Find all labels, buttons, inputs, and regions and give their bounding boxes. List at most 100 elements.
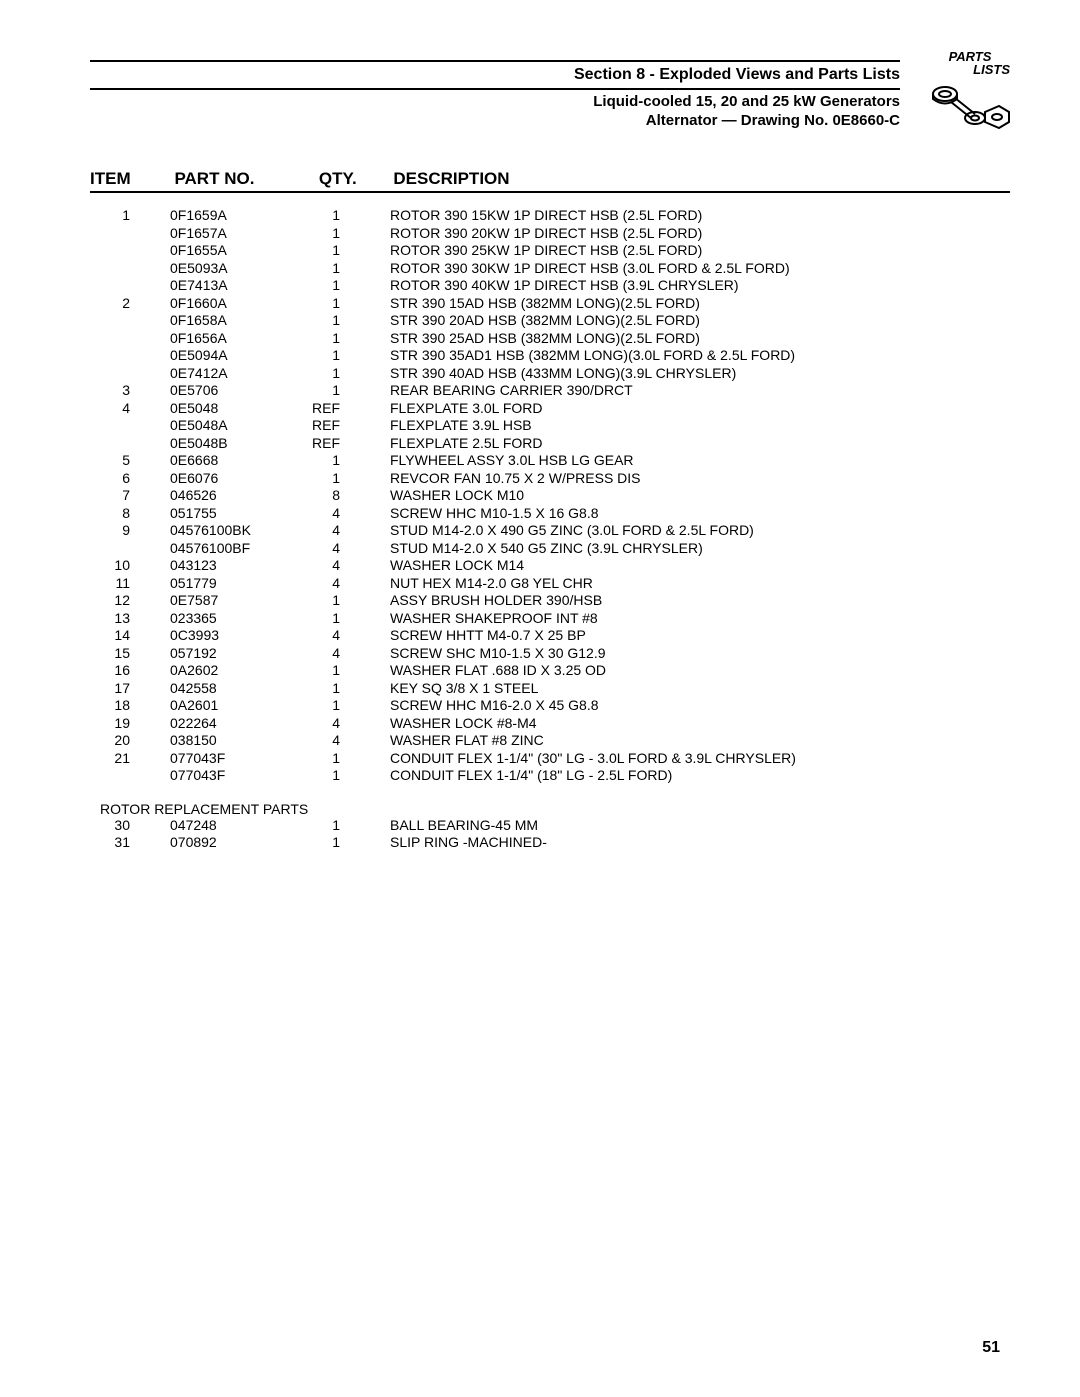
cell-qty: REF (310, 417, 380, 435)
cell-qty: 1 (310, 260, 380, 278)
cell-part-no: 042558 (160, 680, 310, 698)
section-title: Section 8 - Exploded Views and Parts Lis… (90, 60, 900, 90)
cell-description: CONDUIT FLEX 1-1/4" (30" LG - 3.0L FORD … (380, 750, 1010, 768)
cell-qty: 4 (310, 627, 380, 645)
cell-description: STR 390 25AD HSB (382MM LONG)(2.5L FORD) (380, 330, 1010, 348)
col-header-item: Item (90, 169, 170, 189)
cell-part-no: 0E5048 (160, 400, 310, 418)
subtitle-line-1: Liquid-cooled 15, 20 and 25 kW Generator… (90, 93, 900, 110)
cell-qty: 1 (310, 750, 380, 768)
cell-part-no: 0F1656A (160, 330, 310, 348)
cell-item: 14 (90, 627, 160, 645)
table-row: 80517554SCREW HHC M10-1.5 X 16 G8.8 (90, 505, 1010, 523)
cell-description: NUT HEX M14-2.0 G8 YEL CHR (380, 575, 1010, 593)
cell-item: 18 (90, 697, 160, 715)
cell-item (90, 417, 160, 435)
cell-part-no: 0A2602 (160, 662, 310, 680)
cell-description: WASHER LOCK M14 (380, 557, 1010, 575)
subtitle-line-2: Alternator — Drawing No. 0E8660-C (90, 112, 900, 129)
table-row: 170425581KEY SQ 3/8 X 1 STEEL (90, 680, 1010, 698)
cell-part-no: 0E5048A (160, 417, 310, 435)
cell-description: ASSY BRUSH HOLDER 390/HSB (380, 592, 1010, 610)
cell-part-no: 051779 (160, 575, 310, 593)
cell-part-no: 0F1660A (160, 295, 310, 313)
cell-part-no: 047248 (160, 817, 310, 835)
cell-qty: 1 (310, 295, 380, 313)
cell-item: 12 (90, 592, 160, 610)
cell-part-no: 0F1659A (160, 207, 310, 225)
cell-part-no: 0E5093A (160, 260, 310, 278)
table-row: 140C39934SCREW HHTT M4-0.7 X 25 BP (90, 627, 1010, 645)
cell-part-no: 0E5048B (160, 435, 310, 453)
cell-description: WASHER FLAT .688 ID X 3.25 OD (380, 662, 1010, 680)
cell-item: 13 (90, 610, 160, 628)
cell-description: WASHER SHAKEPROOF INT #8 (380, 610, 1010, 628)
table-row: 10F1659A1ROTOR 390 15KW 1P DIRECT HSB (2… (90, 207, 1010, 225)
cell-description: STR 390 20AD HSB (382MM LONG)(2.5L FORD) (380, 312, 1010, 330)
cell-description: ROTOR 390 15KW 1P DIRECT HSB (2.5L FORD) (380, 207, 1010, 225)
cell-item: 5 (90, 452, 160, 470)
cell-description: SCREW HHTT M4-0.7 X 25 BP (380, 627, 1010, 645)
table-row: 0F1657A1ROTOR 390 20KW 1P DIRECT HSB (2.… (90, 225, 1010, 243)
cell-qty: 4 (310, 522, 380, 540)
cell-description: KEY SQ 3/8 X 1 STEEL (380, 680, 1010, 698)
cell-part-no: 0E5094A (160, 347, 310, 365)
cell-qty: 1 (310, 834, 380, 852)
cell-part-no: 0F1658A (160, 312, 310, 330)
cell-qty: 1 (310, 610, 380, 628)
cell-item (90, 260, 160, 278)
cell-item (90, 277, 160, 295)
cell-part-no: 04576100BK (160, 522, 310, 540)
cell-part-no: 0F1657A (160, 225, 310, 243)
cell-part-no: 0A2601 (160, 697, 310, 715)
table-row: 04576100BF4STUD M14-2.0 X 540 G5 ZINC (3… (90, 540, 1010, 558)
cell-part-no: 046526 (160, 487, 310, 505)
cell-item (90, 435, 160, 453)
cell-qty: 1 (310, 680, 380, 698)
table-row: 0E5093A1ROTOR 390 30KW 1P DIRECT HSB (3.… (90, 260, 1010, 278)
cell-description: STR 390 40AD HSB (433MM LONG)(3.9L CHRYS… (380, 365, 1010, 383)
table-row: 0E5048BREFFLEXPLATE 2.5L FORD (90, 435, 1010, 453)
cell-description: REVCOR FAN 10.75 X 2 W/PRESS DIS (380, 470, 1010, 488)
cell-part-no: 077043F (160, 767, 310, 785)
cell-part-no: 0C3993 (160, 627, 310, 645)
table-row: 0E7413A1ROTOR 390 40KW 1P DIRECT HSB (3.… (90, 277, 1010, 295)
cell-item (90, 767, 160, 785)
cell-part-no: 0E7413A (160, 277, 310, 295)
cell-item: 1 (90, 207, 160, 225)
cell-item: 21 (90, 750, 160, 768)
table-row: 100431234WASHER LOCK M14 (90, 557, 1010, 575)
cell-part-no: 0E7412A (160, 365, 310, 383)
table-row: 0F1655A1ROTOR 390 25KW 1P DIRECT HSB (2.… (90, 242, 1010, 260)
cell-item: 3 (90, 382, 160, 400)
cell-part-no: 038150 (160, 732, 310, 750)
cell-description: ROTOR 390 40KW 1P DIRECT HSB (3.9L CHRYS… (380, 277, 1010, 295)
parts-lists-logo: PARTS LISTS (920, 50, 1020, 141)
rotor-replacement-label: ROTOR REPLACEMENT PARTS (90, 801, 1010, 817)
cell-part-no: 0E7587 (160, 592, 310, 610)
table-row: 60E60761REVCOR FAN 10.75 X 2 W/PRESS DIS (90, 470, 1010, 488)
cell-description: WASHER LOCK M10 (380, 487, 1010, 505)
cell-item: 17 (90, 680, 160, 698)
page-number: 51 (982, 1339, 1000, 1357)
cell-item (90, 225, 160, 243)
cell-part-no: 04576100BF (160, 540, 310, 558)
cell-description: ROTOR 390 25KW 1P DIRECT HSB (2.5L FORD) (380, 242, 1010, 260)
logo-text-2: LISTS (920, 63, 1020, 76)
cell-qty: 1 (310, 767, 380, 785)
cell-part-no: 051755 (160, 505, 310, 523)
cell-item: 20 (90, 732, 160, 750)
cell-part-no: 0E5706 (160, 382, 310, 400)
table-row: 110517794NUT HEX M14-2.0 G8 YEL CHR (90, 575, 1010, 593)
cell-item: 15 (90, 645, 160, 663)
cell-item: 2 (90, 295, 160, 313)
table-row: 0F1656A1STR 390 25AD HSB (382MM LONG)(2.… (90, 330, 1010, 348)
table-row: 180A26011SCREW HHC M16-2.0 X 45 G8.8 (90, 697, 1010, 715)
cell-description: SLIP RING -MACHINED- (380, 834, 1010, 852)
parts-table-body: 10F1659A1ROTOR 390 15KW 1P DIRECT HSB (2… (90, 207, 1010, 785)
cell-qty: 1 (310, 330, 380, 348)
cell-qty: REF (310, 400, 380, 418)
cell-part-no: 022264 (160, 715, 310, 733)
bolt-nut-icon (925, 76, 1015, 136)
cell-qty: 4 (310, 732, 380, 750)
